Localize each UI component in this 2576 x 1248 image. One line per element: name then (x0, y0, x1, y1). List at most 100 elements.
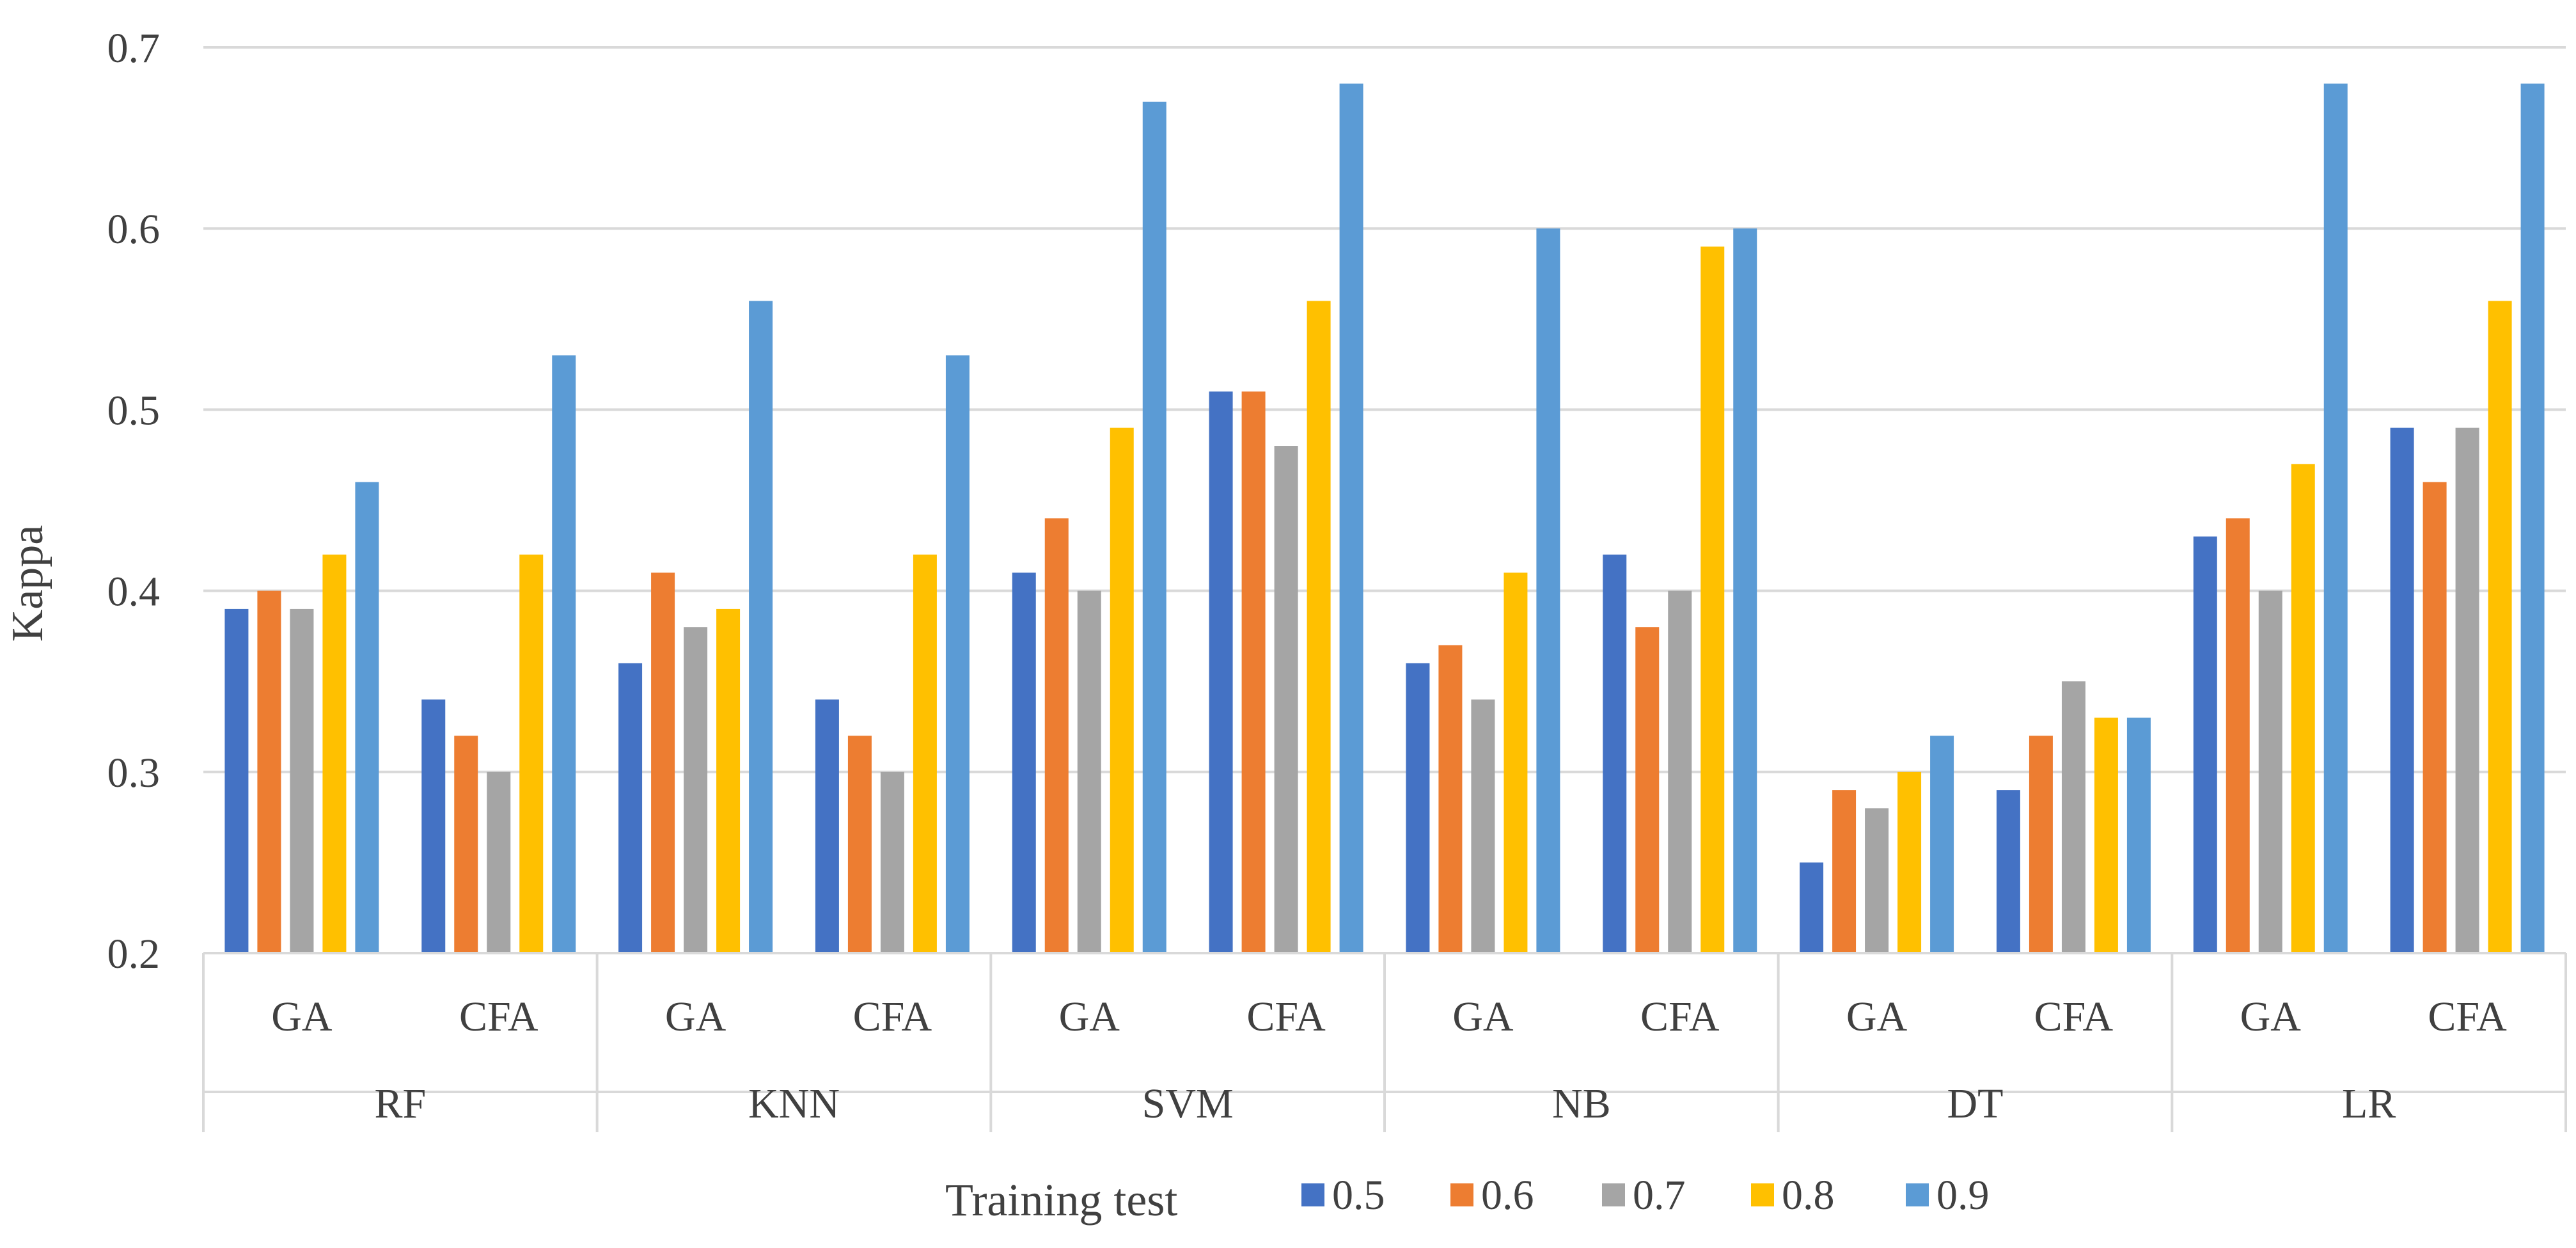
bar-0.5 (2390, 427, 2414, 953)
y-tick-label: 0.7 (107, 25, 161, 72)
bar-0.8 (519, 554, 544, 953)
bar-0.5 (421, 699, 446, 953)
bar-0.8 (1897, 771, 1922, 953)
bar-0.8 (2488, 301, 2512, 954)
bar-0.6 (847, 736, 872, 953)
x-group-label: SVM (1142, 1080, 1234, 1127)
bar-0.9 (1339, 83, 1363, 953)
bar-0.8 (1110, 427, 1134, 953)
x-group-label: DT (1947, 1080, 2004, 1127)
legend-title: Training test (945, 1174, 1177, 1226)
x-group-label: NB (1552, 1080, 1611, 1127)
bar-0.9 (945, 355, 970, 953)
legend-swatch (1602, 1183, 1625, 1206)
bar-0.6 (2423, 482, 2447, 953)
bar-0.8 (1700, 246, 1725, 953)
bar-0.6 (257, 590, 281, 953)
bar-0.8 (1504, 573, 1528, 953)
bar-0.6 (651, 573, 675, 953)
bar-0.6 (1241, 391, 1266, 953)
x-category-label: GA (665, 993, 726, 1040)
bar-0.7 (290, 608, 314, 953)
bar-0.7 (487, 771, 511, 953)
legend-label: 0.7 (1633, 1172, 1686, 1219)
bar-0.5 (815, 699, 839, 953)
bar-0.7 (1865, 808, 1889, 953)
x-group-label: RF (374, 1080, 426, 1127)
bar-0.6 (1044, 518, 1069, 953)
y-tick-label: 0.6 (107, 206, 161, 253)
bar-0.5 (618, 663, 643, 953)
bar-0.7 (2455, 427, 2479, 953)
bar-0.7 (1471, 699, 1495, 953)
bar-0.6 (1438, 645, 1463, 953)
legend-label: 0.9 (1936, 1172, 1990, 1219)
bar-0.7 (1077, 590, 1101, 953)
bar-0.5 (224, 608, 249, 953)
x-category-label: CFA (2034, 993, 2114, 1040)
bar-0.8 (913, 554, 937, 953)
legend-swatch (1301, 1183, 1324, 1206)
y-tick-label: 0.3 (107, 750, 161, 796)
bar-0.5 (1406, 663, 1430, 953)
x-category-label: GA (2240, 993, 2302, 1040)
x-category-label: CFA (459, 993, 538, 1040)
bar-0.5 (1209, 391, 1233, 953)
bar-0.5 (2193, 536, 2217, 953)
bar-0.6 (1832, 790, 1857, 953)
bar-0.9 (552, 355, 576, 953)
bar-0.6 (454, 736, 478, 953)
bar-0.9 (2126, 717, 2151, 953)
x-category-label: GA (1452, 993, 1514, 1040)
bar-0.7 (1274, 446, 1298, 953)
bar-0.5 (1800, 862, 1824, 953)
bar-0.8 (2291, 464, 2315, 953)
gridlines (203, 46, 2566, 773)
bar-0.9 (2520, 83, 2545, 953)
bar-0.9 (1536, 228, 1560, 954)
x-category-label: CFA (2428, 993, 2507, 1040)
bar-0.7 (684, 627, 708, 953)
x-category-label: CFA (1246, 993, 1326, 1040)
bar-0.9 (1733, 228, 1757, 954)
x-category-label: CFA (1640, 993, 1720, 1040)
bar-0.9 (2323, 83, 2348, 953)
bar-0.9 (1142, 101, 1166, 954)
legend-swatch (1450, 1183, 1473, 1206)
y-axis-ticks: 0.2 0.3 0.4 0.5 0.6 0.7 (107, 25, 161, 977)
y-tick-label: 0.5 (107, 387, 161, 434)
legend: Training test 0.5 0.6 0.7 0.8 0.9 (945, 1172, 1990, 1226)
bar-0.5 (1603, 554, 1627, 953)
bars (224, 83, 2545, 954)
bar-0.5 (1012, 573, 1036, 953)
bar-0.8 (322, 554, 347, 953)
legend-swatch (1751, 1183, 1774, 1206)
bar-0.6 (1635, 627, 1660, 953)
x-category-label: CFA (853, 993, 932, 1040)
bar-0.5 (1996, 790, 2020, 953)
bar-0.7 (880, 771, 904, 953)
x-category-label: GA (1846, 993, 1908, 1040)
bar-0.9 (749, 301, 773, 954)
y-tick-label: 0.2 (107, 931, 161, 977)
bar-0.7 (1668, 590, 1692, 953)
legend-label: 0.6 (1481, 1172, 1534, 1219)
legend-label: 0.8 (1782, 1172, 1835, 1219)
legend-label: 0.5 (1332, 1172, 1385, 1219)
bar-0.8 (1307, 301, 1331, 954)
x-group-label: LR (2342, 1080, 2396, 1127)
x-group-label: KNN (748, 1080, 840, 1127)
legend-swatch (1906, 1183, 1929, 1206)
bar-0.8 (2094, 717, 2118, 953)
x-axis: GA CFA RF GA CFA KNN GA CFA SVM GA CFA NB GA CFA DT GA C… (202, 952, 2567, 1132)
bar-0.9 (1930, 736, 1954, 953)
y-tick-label: 0.4 (107, 569, 161, 615)
x-category-label: GA (271, 993, 333, 1040)
bar-0.7 (2258, 590, 2282, 953)
bar-0.9 (355, 482, 379, 953)
bar-0.7 (2061, 681, 2085, 953)
bar-0.6 (2029, 736, 2053, 953)
bar-0.6 (2226, 518, 2250, 953)
y-axis-label: Kappa (3, 525, 52, 642)
